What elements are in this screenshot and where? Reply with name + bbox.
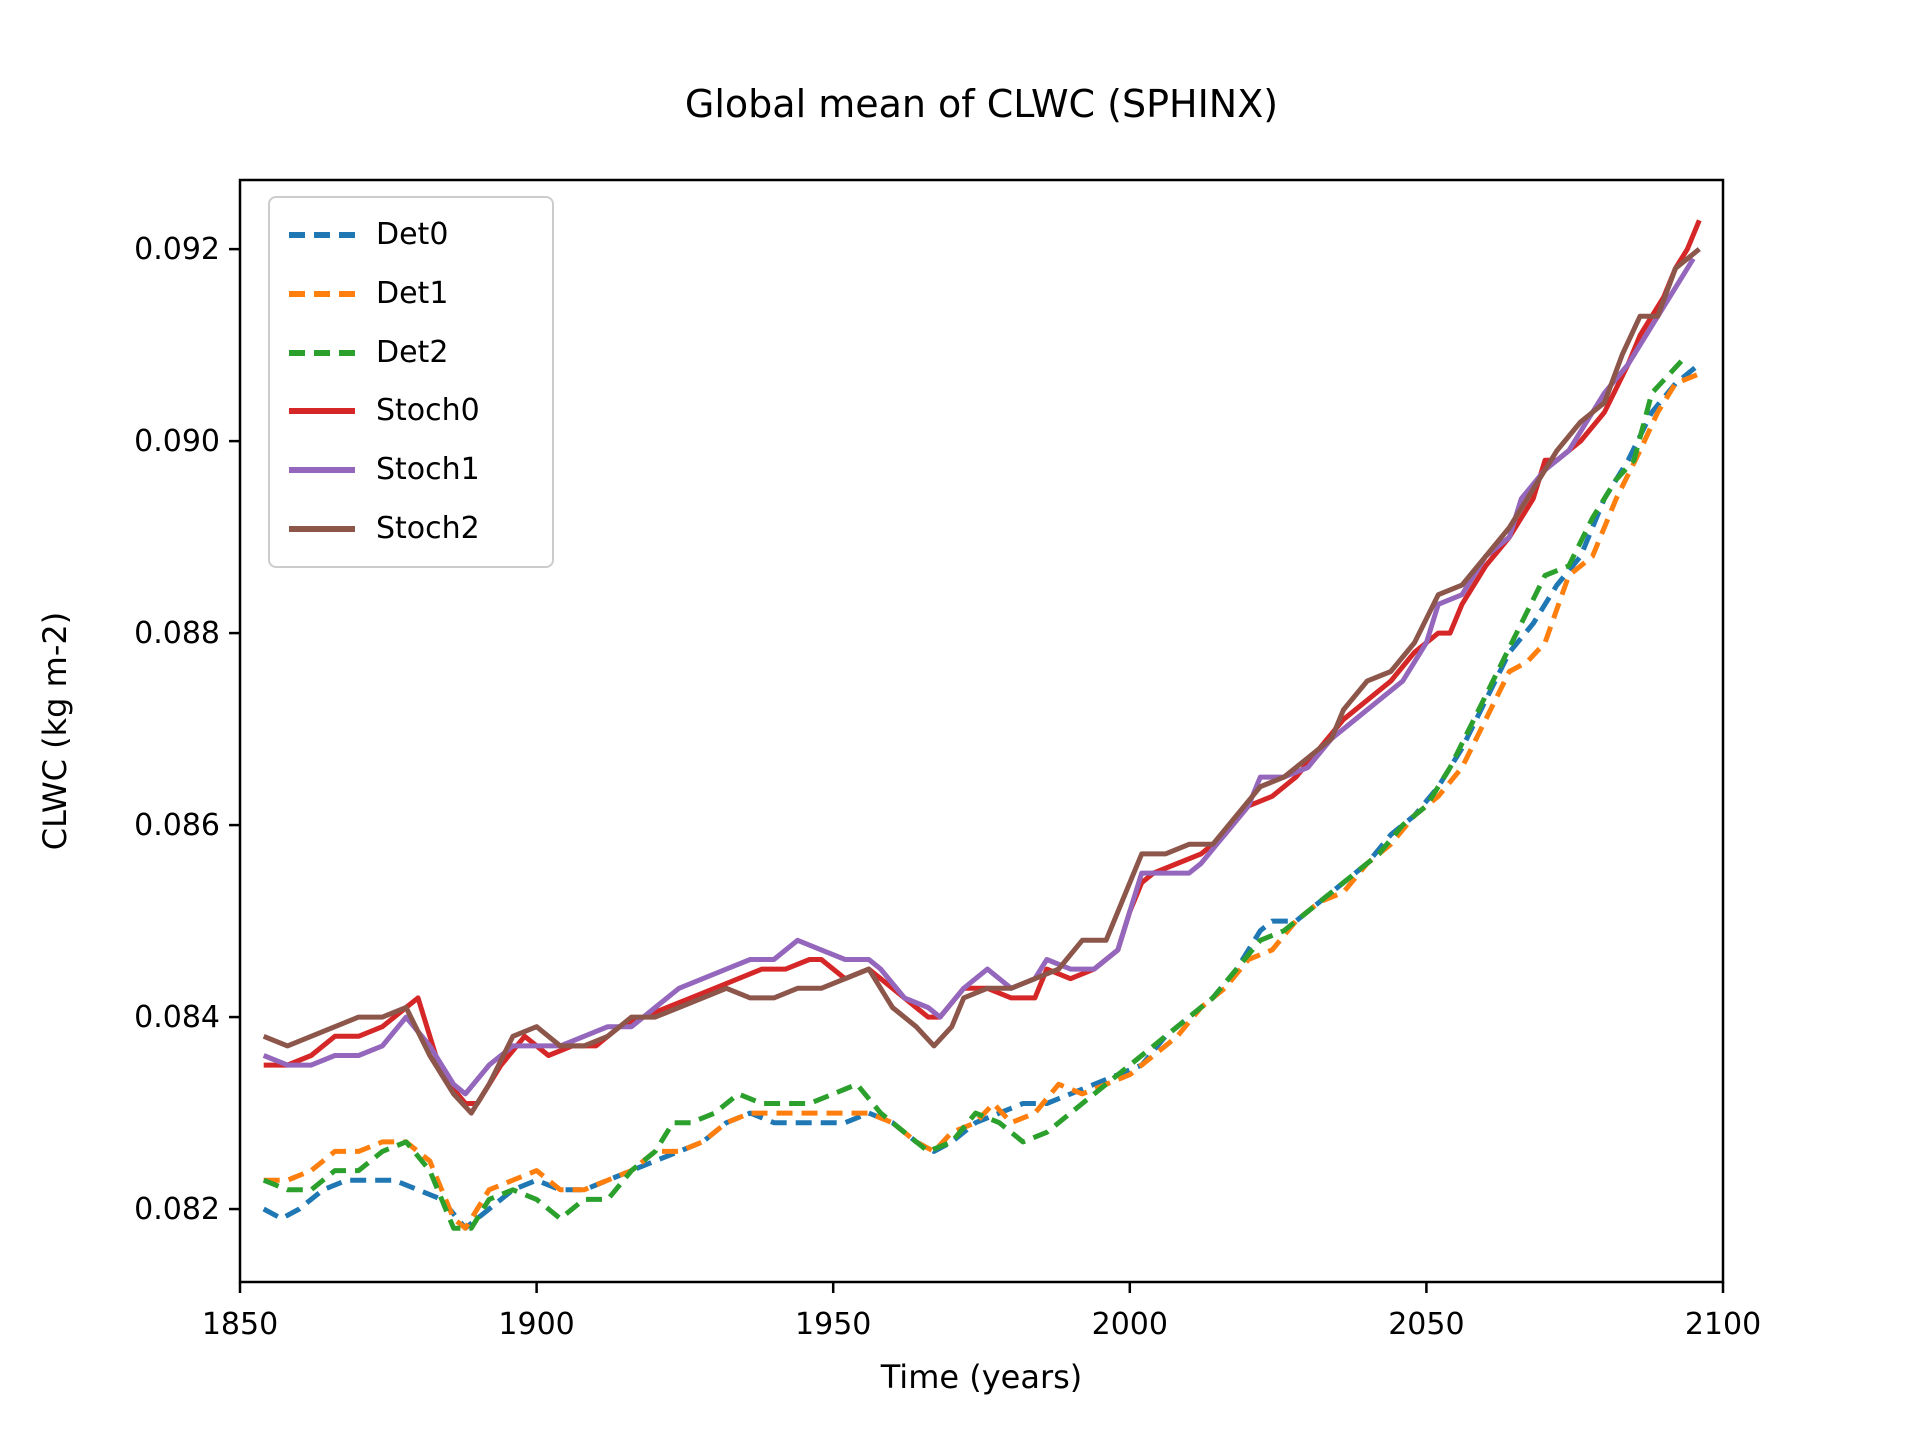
y-tick-label: 0.090 — [134, 424, 220, 459]
x-tick-label: 1900 — [498, 1307, 574, 1342]
y-axis-label: CLWC (kg m-2) — [36, 611, 74, 851]
legend-label-Stoch1: Stoch1 — [376, 451, 480, 487]
legend-label-Det1: Det1 — [376, 275, 449, 311]
legend-line-sample-Det0 — [289, 232, 355, 239]
x-tick-label: 2050 — [1388, 1307, 1464, 1342]
legend: Det0 Det1 Det2 Stoch0 Stoch1 Stoch2 — [268, 196, 554, 568]
legend-label-Stoch2: Stoch2 — [376, 510, 480, 546]
legend-line-sample-Stoch1 — [289, 466, 355, 473]
x-axis-label: Time (years) — [880, 1358, 1083, 1396]
legend-item-Det1: Det1 — [288, 275, 552, 311]
legend-item-Stoch1: Stoch1 — [288, 451, 552, 487]
y-tick-label: 0.082 — [134, 1192, 220, 1227]
series-line-Det0 — [262, 362, 1701, 1231]
chart-title: Global mean of CLWC (SPHINX) — [684, 82, 1279, 126]
legend-label-Det0: Det0 — [376, 217, 449, 253]
series-line-Stoch0 — [263, 219, 1702, 1106]
legend-item-Stoch2: Stoch2 — [288, 510, 552, 546]
legend-item-Det0: Det0 — [288, 220, 552, 250]
legend-label-Det2: Det2 — [376, 334, 449, 370]
y-tick-label: 0.092 — [134, 232, 220, 267]
axes-frame — [238, 178, 1725, 1284]
legend-item-Stoch0: Stoch0 — [288, 396, 552, 426]
legend-line-sample-Det1 — [289, 290, 355, 297]
x-tick-label: 1850 — [202, 1307, 278, 1342]
series-line-Det2 — [262, 353, 1690, 1231]
x-tick-label: 2100 — [1685, 1307, 1761, 1342]
y-tick-label: 0.086 — [134, 808, 220, 843]
y-tick-label: 0.084 — [134, 1000, 220, 1035]
series-line-Stoch2 — [262, 247, 1701, 1116]
legend-line-sample-Det2 — [289, 349, 355, 356]
y-tick-label: 0.088 — [134, 616, 220, 651]
legend-label-Stoch0: Stoch0 — [376, 393, 480, 429]
legend-line-sample-Stoch0 — [289, 408, 355, 415]
legend-line-sample-Stoch2 — [289, 525, 355, 532]
legend-item-Det2: Det2 — [288, 334, 552, 370]
series-line-Det1 — [263, 371, 1701, 1231]
x-tick-label: 2000 — [1092, 1307, 1168, 1342]
x-tick-label: 1950 — [795, 1307, 871, 1342]
